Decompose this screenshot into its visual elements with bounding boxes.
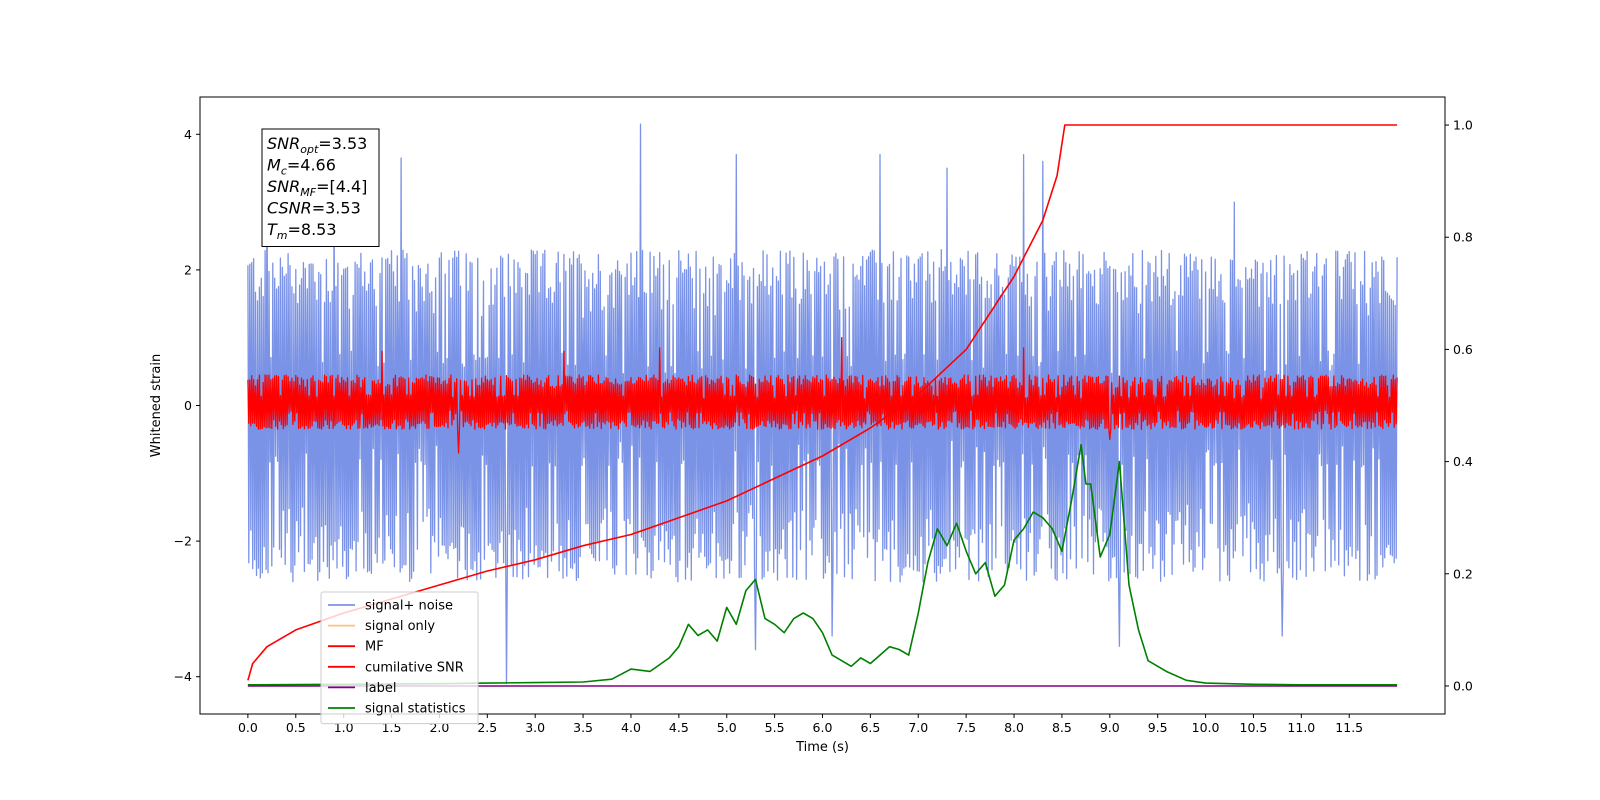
legend-label: signal+ noise [365, 599, 453, 614]
y-tick-label: 2 [184, 262, 192, 277]
x-tick-label: 4.0 [621, 720, 641, 735]
annotation-line: CSNR=3.53 [267, 199, 361, 218]
x-axis: 0.0 0.5 1.0 1.5 2.0 2.5 3.0 3.5 4.0 4.5 5.0 5.5 6.0 6… [238, 714, 1363, 735]
y-tick-label: −4 [174, 669, 192, 684]
annotation-line: Tm=8.53 [267, 220, 337, 242]
x-tick-label: 7.5 [956, 720, 976, 735]
x-tick-label: 11.0 [1287, 720, 1315, 735]
series-signal-statistics [247, 444, 1398, 686]
annotation-value: =3.53 [318, 134, 367, 153]
x-tick-label: 4.5 [669, 720, 689, 735]
y-axis-label: Whitened strain [149, 354, 164, 457]
y-tick-label: −2 [174, 534, 192, 549]
annotation-frame [261, 128, 380, 247]
annotation-subscript: c [281, 165, 287, 178]
y2-tick-label: 0.0 [1453, 678, 1473, 693]
x-tick-label: 3.0 [525, 720, 545, 735]
snr-annotation-box: SNRopt=3.53Mc=4.66SNRMF=[4.4]CSNR=3.53Tm… [261, 128, 380, 247]
x-tick-label: 8.0 [1004, 720, 1024, 735]
x-tick-label: 10.0 [1192, 720, 1220, 735]
annotation-symbol: M [267, 156, 281, 175]
annotation-value: =3.53 [312, 199, 361, 218]
annotation-subscript: MF [300, 186, 316, 199]
legend-label: signal only [365, 619, 435, 634]
annotation-line: SNRopt=3.53 [267, 134, 367, 156]
annotation-symbol: SNR [267, 134, 300, 153]
annotation-value: =8.53 [288, 220, 337, 239]
legend-label: signal statistics [365, 702, 466, 717]
legend-label: label [365, 681, 396, 696]
x-tick-label: 8.5 [1052, 720, 1072, 735]
legend-label: MF [365, 640, 384, 655]
y-axis: 4 2 0 −2 −4 [174, 127, 200, 684]
x-axis-label: Time (s) [795, 740, 849, 755]
y2-tick-label: 0.6 [1453, 342, 1473, 357]
x-tick-label: 9.0 [1100, 720, 1120, 735]
legend: signal+ noise signal only MF cumilative SNR… [320, 591, 479, 725]
y2-tick-label: 1.0 [1453, 118, 1473, 133]
x-tick-label: 9.5 [1148, 720, 1168, 735]
annotation-line: SNRMF=[4.4] [267, 177, 367, 199]
x-tick-label: 6.5 [860, 720, 880, 735]
annotation-value: =[4.4] [316, 177, 367, 196]
annotation-symbol: T [267, 220, 278, 239]
annotation-subscript: m [277, 229, 288, 242]
x-tick-label: 0.5 [286, 720, 306, 735]
x-tick-label: 7.0 [908, 720, 928, 735]
series-mf [247, 337, 1398, 454]
annotation-symbol: SNR [267, 177, 300, 196]
x-tick-label: 10.5 [1240, 720, 1268, 735]
annotation-value: =4.66 [287, 156, 336, 175]
x-tick-label: 2.5 [477, 720, 497, 735]
y2-tick-label: 0.4 [1453, 454, 1473, 469]
x-tick-label: 0.0 [238, 720, 258, 735]
annotation-subscript: opt [300, 143, 319, 156]
legend-frame [320, 591, 479, 725]
legend-label: cumilative SNR [365, 660, 464, 675]
y-tick-label: 4 [184, 127, 192, 142]
x-tick-label: 5.5 [765, 720, 785, 735]
series-signal-noise [247, 123, 1398, 685]
annotation-line: Mc=4.66 [267, 156, 336, 178]
annotation-symbol: CSNR [267, 199, 312, 218]
x-tick-label: 3.5 [573, 720, 593, 735]
x-tick-label: 11.5 [1335, 720, 1363, 735]
y-tick-label: 0 [184, 398, 192, 413]
y2-axis-right: 1.0 0.8 0.6 0.4 0.2 0.0 [1445, 118, 1473, 693]
y2-tick-label: 0.2 [1453, 566, 1473, 581]
y2-tick-label: 0.8 [1453, 230, 1473, 245]
x-tick-label: 5.0 [717, 720, 737, 735]
x-tick-label: 6.0 [813, 720, 833, 735]
